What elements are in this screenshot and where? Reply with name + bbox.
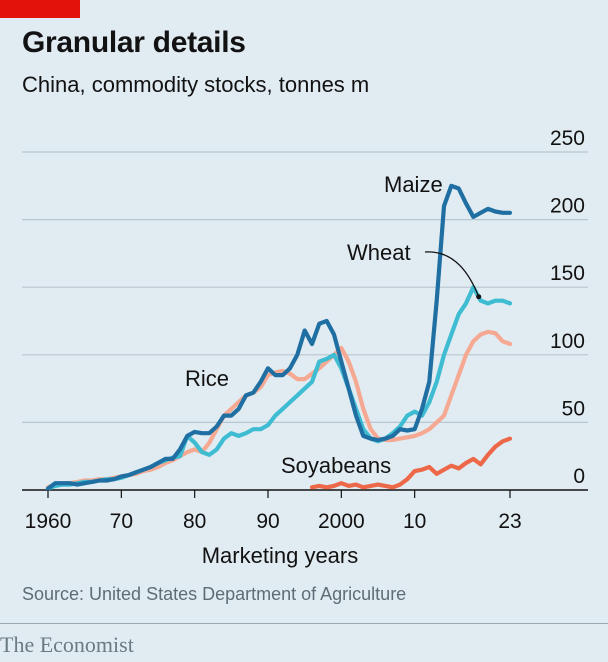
y-tick-label: 0 [573,465,585,488]
x-tick-label: 1960 [25,510,72,533]
chart-subtitle: China, commodity stocks, tonnes m [22,72,370,97]
series-label-maize: Maize [384,172,443,197]
x-axis-label: Marketing years [202,543,359,568]
x-tick-label: 90 [256,510,279,533]
series-label-soyabeans: Soyabeans [281,453,391,478]
y-tick-label: 200 [550,195,585,218]
series-line-wheat [45,285,513,491]
chart-title: Granular details [22,26,246,59]
x-tick-label: 70 [110,510,133,533]
gridlines [22,151,588,491]
x-tick-label: 23 [498,510,521,533]
wheat-leader-dot [476,294,482,300]
series-line-soyabeans [309,436,513,490]
series-lines [45,183,513,491]
x-tick-labels: 1960 70 80 90 2000 10 23 [25,490,522,533]
y-tick-label: 150 [550,262,585,285]
x-tick-label: 2000 [318,510,365,533]
series-label-rice: Rice [185,366,229,391]
source-note: Source: United States Department of Agri… [22,584,407,604]
wheat-leader-line [424,251,480,297]
series-label-wheat: Wheat [347,240,411,265]
footer-divider [0,623,608,624]
y-tick-label: 100 [550,330,585,353]
x-tick-label: 80 [183,510,206,533]
y-tick-labels: 0 50 100 150 200 250 [550,127,585,488]
economist-red-tag [0,0,80,18]
y-tick-label: 250 [550,127,585,150]
brand-logo: The Economist [0,632,134,657]
series-line-maize [45,183,513,491]
x-tick-label: 10 [403,510,426,533]
series-labels: Rice Wheat Soyabeans Maize [185,172,482,478]
y-tick-label: 50 [562,397,585,420]
